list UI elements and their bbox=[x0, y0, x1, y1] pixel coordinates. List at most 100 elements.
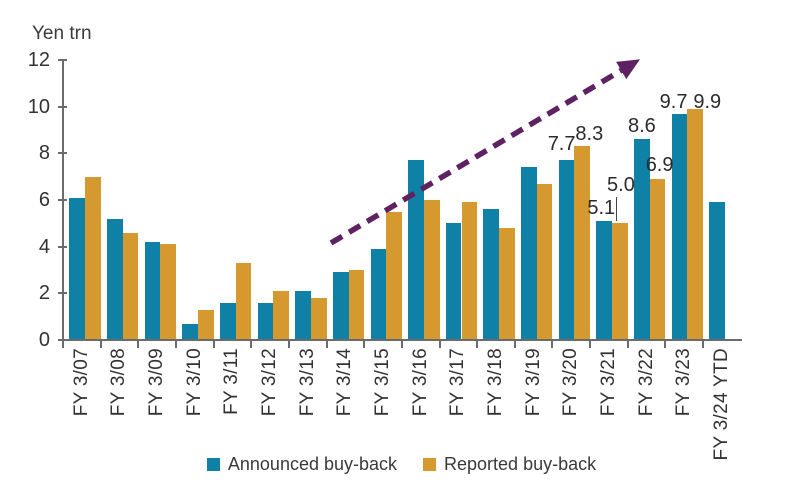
bar-announced bbox=[257, 302, 274, 339]
bar-announced bbox=[69, 197, 85, 339]
legend-swatch-reported bbox=[423, 458, 437, 471]
bar-announced bbox=[295, 291, 311, 339]
x-tick bbox=[212, 341, 215, 348]
x-tick bbox=[551, 341, 554, 348]
chart-legend: Announced buy-back Reported buy-back bbox=[0, 454, 803, 475]
y-tick bbox=[58, 152, 67, 155]
bar-reported bbox=[687, 109, 704, 339]
x-tick bbox=[363, 341, 366, 348]
y-tick-label: 8 bbox=[38, 142, 50, 165]
bar-reported bbox=[386, 211, 402, 339]
x-tick bbox=[325, 341, 328, 348]
x-tick bbox=[174, 341, 177, 348]
bar-reported bbox=[348, 270, 365, 339]
bar-announced bbox=[219, 302, 236, 339]
bar-announced bbox=[483, 209, 500, 339]
x-category-label: FY 3/21 bbox=[597, 348, 619, 417]
x-tick bbox=[438, 341, 441, 348]
bar-reported bbox=[461, 202, 478, 339]
bar-value-label: 6.9 bbox=[645, 154, 674, 176]
x-category-label: FY 3/17 bbox=[447, 348, 469, 417]
bar-reported bbox=[649, 179, 666, 339]
x-tick bbox=[626, 341, 629, 348]
x-tick bbox=[99, 341, 102, 348]
x-category-label: FY 3/20 bbox=[560, 348, 582, 417]
x-category-label: FY 3/23 bbox=[673, 348, 695, 417]
bar-announced bbox=[521, 167, 537, 339]
x-tick bbox=[400, 341, 403, 348]
bar-reported bbox=[612, 223, 628, 339]
y-tick-label: 12 bbox=[27, 49, 50, 71]
y-tick bbox=[58, 292, 67, 295]
bar-announced bbox=[144, 242, 161, 339]
bar-announced bbox=[671, 113, 688, 339]
bar-announced bbox=[596, 221, 613, 339]
bar-announced bbox=[558, 160, 575, 339]
bar-reported bbox=[235, 263, 252, 339]
x-tick bbox=[250, 341, 253, 348]
legend-swatch-announced bbox=[206, 458, 220, 471]
bar-announced bbox=[182, 323, 198, 339]
bar-announced bbox=[408, 160, 424, 339]
y-tick-label: 4 bbox=[38, 235, 50, 258]
x-category-label: FY 3/18 bbox=[484, 348, 506, 417]
legend-item-announced: Announced buy-back bbox=[206, 454, 398, 475]
y-tick-label: 0 bbox=[38, 329, 50, 351]
legend-label-reported: Reported buy-back bbox=[444, 454, 597, 474]
y-tick bbox=[58, 199, 67, 201]
bar-reported bbox=[310, 298, 327, 339]
bar-value-label: 8.6 bbox=[627, 115, 656, 138]
bar-announced bbox=[709, 202, 726, 339]
x-category-label: FY 3/09 bbox=[146, 348, 168, 417]
bar-reported bbox=[273, 291, 289, 339]
bar-announced bbox=[370, 249, 387, 339]
y-tick bbox=[58, 59, 67, 61]
x-tick bbox=[589, 341, 592, 348]
bar-reported bbox=[85, 176, 101, 339]
bar-reported bbox=[536, 183, 553, 339]
x-category-label: FY 3/07 bbox=[70, 348, 92, 417]
y-tick bbox=[58, 339, 67, 341]
x-tick bbox=[476, 341, 479, 348]
bar-value-label: 5.0 bbox=[607, 174, 635, 197]
x-category-label: FY 3/19 bbox=[522, 348, 544, 417]
y-tick bbox=[58, 105, 67, 108]
legend-label-announced: Announced buy-back bbox=[227, 454, 398, 474]
x-category-label: FY 3/12 bbox=[259, 348, 281, 417]
bar-announced bbox=[634, 139, 650, 339]
x-category-label: FY 3/15 bbox=[372, 348, 394, 417]
x-category-label: FY 3/11 bbox=[221, 348, 243, 415]
x-tick bbox=[664, 341, 667, 348]
x-tick bbox=[137, 341, 140, 348]
x-tick bbox=[702, 341, 705, 348]
bar-value-label: 8.3 bbox=[575, 123, 604, 146]
x-category-label: FY 3/24 YTD bbox=[710, 348, 732, 461]
legend-item-reported: Reported buy-back bbox=[423, 454, 596, 475]
bar-reported bbox=[122, 232, 139, 339]
x-tick bbox=[287, 341, 290, 348]
x-tick bbox=[513, 341, 516, 348]
bar-announced bbox=[332, 272, 349, 339]
x-category-label: FY 3/13 bbox=[296, 348, 318, 417]
x-axis-line bbox=[62, 339, 742, 341]
x-category-label: FY 3/22 bbox=[635, 348, 657, 417]
x-category-label: FY 3/14 bbox=[334, 348, 356, 417]
y-tick-label: 10 bbox=[27, 95, 50, 118]
y-tick-label: 6 bbox=[38, 189, 50, 211]
bar-reported bbox=[160, 244, 176, 339]
x-category-label: FY 3/16 bbox=[409, 348, 431, 417]
bar-value-label: 9.7 bbox=[659, 90, 688, 113]
bar-value-label: 9.9 bbox=[693, 91, 722, 113]
x-category-label: FY 3/08 bbox=[108, 348, 130, 417]
y-axis-title: Yen trn bbox=[32, 23, 92, 44]
bar-reported bbox=[423, 200, 440, 339]
x-tick bbox=[62, 341, 64, 348]
label-leader-line bbox=[615, 197, 618, 222]
bar-reported bbox=[197, 309, 214, 339]
x-category-label: FY 3/10 bbox=[183, 348, 205, 417]
y-tick-label: 2 bbox=[38, 282, 50, 305]
bar-reported bbox=[574, 146, 591, 339]
bar-announced bbox=[445, 223, 462, 339]
bar-announced bbox=[106, 218, 123, 339]
